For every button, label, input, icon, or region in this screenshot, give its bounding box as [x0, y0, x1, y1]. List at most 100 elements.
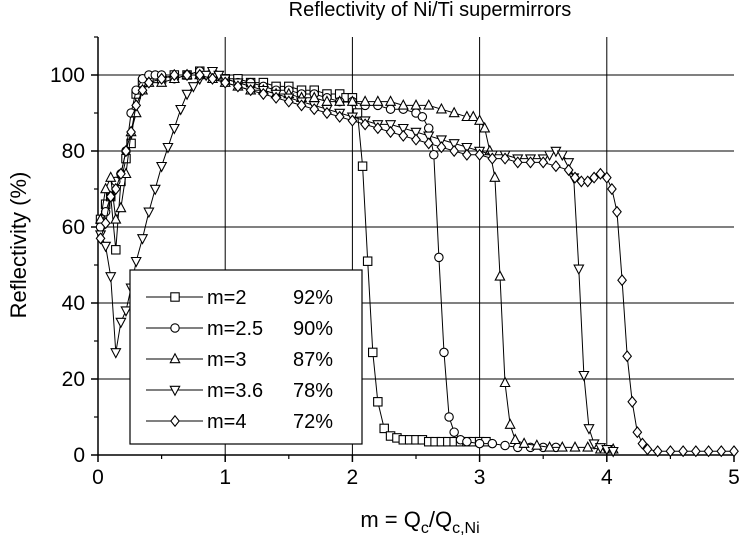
data-point-m=4: [500, 152, 510, 165]
data-point-m=4: [612, 205, 622, 218]
y-tick-label: 80: [62, 140, 85, 163]
data-point-m=4: [538, 156, 549, 169]
series-line-m=4: [100, 74, 734, 452]
data-point-m=2: [368, 347, 378, 358]
legend-box: [129, 269, 363, 445]
data-point-m=2: [379, 423, 389, 434]
data-point-m=4: [95, 232, 106, 245]
x-tick-label: 5: [728, 466, 740, 489]
data-point-m=4: [245, 84, 256, 97]
data-point-m=2: [357, 161, 368, 171]
data-point-m=2.5: [439, 347, 449, 358]
y-tick-label: 0: [73, 444, 85, 467]
data-point-m=3.6: [110, 348, 122, 359]
data-point-m=4: [398, 129, 409, 142]
data-point-m=3: [582, 441, 594, 452]
data-point-m=3.6: [155, 161, 168, 173]
data-point-m=4: [642, 443, 653, 456]
y-tick-label: 40: [62, 292, 85, 315]
data-point-m=2.5: [444, 412, 454, 422]
data-point-m=3.6: [543, 150, 556, 162]
data-point-m=4: [156, 72, 167, 85]
data-point-m=3: [105, 171, 117, 182]
chart-title: Reflectivity of Ni/Ti supermirrors: [289, 0, 572, 21]
data-point-m=4: [143, 76, 154, 89]
data-point-m=3.6: [136, 234, 149, 245]
legend-percent-m=3: 87%: [293, 349, 333, 371]
x-axis-title: m = Qc/Qc,Ni: [360, 507, 479, 537]
data-point-m=3: [346, 95, 359, 106]
data-point-m=3.6: [149, 184, 161, 196]
data-point-m=3.6: [607, 446, 619, 458]
legend-marker-m=4: [170, 414, 180, 428]
data-point-m=3: [543, 441, 556, 452]
data-point-m=4: [258, 87, 269, 101]
data-point-m=3: [504, 418, 516, 429]
data-point-m=4: [322, 106, 332, 120]
y-tick-label: 100: [50, 64, 85, 87]
data-point-m=4: [347, 114, 358, 127]
data-point-m=4: [296, 99, 307, 112]
series-layer: [94, 66, 739, 458]
data-point-m=4: [474, 148, 485, 161]
data-point-m=4: [589, 171, 599, 184]
data-point-m=4: [271, 91, 281, 104]
data-point-m=4: [169, 68, 180, 82]
data-point-m=4: [372, 122, 383, 135]
data-point-m=4: [627, 395, 638, 408]
data-point-m=4: [551, 160, 561, 173]
data-point-m=3.6: [120, 306, 132, 317]
data-point-m=4: [729, 445, 739, 458]
data-point-m=4: [570, 171, 580, 184]
legend-label-m=4: m=4: [207, 411, 246, 433]
data-point-m=4: [423, 137, 434, 150]
data-point-m=2.5: [487, 438, 498, 449]
data-point-m=3.6: [105, 272, 117, 283]
data-point-m=2.5: [462, 436, 472, 447]
data-point-m=2.5: [449, 427, 459, 437]
data-point-m=3: [423, 99, 435, 110]
data-point-m=4: [182, 68, 192, 82]
data-point-m=3.6: [181, 89, 193, 101]
data-point-m=2.5: [474, 438, 485, 449]
data-point-m=4: [334, 110, 345, 123]
data-point-m=3: [435, 102, 448, 114]
data-point-m=2: [362, 256, 373, 266]
data-point-m=4: [283, 95, 294, 108]
data-point-m=3.6: [435, 135, 448, 146]
data-point-m=3: [489, 171, 501, 182]
data-point-m=3: [100, 182, 112, 194]
data-point-m=4: [690, 445, 701, 458]
data-point-m=3: [473, 114, 486, 125]
data-point-m=4: [563, 163, 574, 177]
x-axis-title-mid: /Q: [429, 507, 452, 532]
legend-marker-m=3.6: [169, 385, 181, 397]
data-point-m=3: [556, 441, 568, 452]
data-point-m=4: [525, 156, 536, 169]
data-point-m=2: [373, 397, 383, 407]
data-point-m=4: [385, 125, 396, 139]
x-axis-title-base: m = Q: [360, 507, 421, 532]
x-tick-label: 4: [601, 466, 613, 489]
data-point-m=3.6: [423, 131, 435, 143]
data-point-m=4: [110, 182, 121, 196]
data-point-m=4: [512, 156, 523, 169]
data-point-m=3: [397, 99, 409, 110]
x-tick-label: 3: [474, 466, 486, 489]
data-point-m=3.6: [573, 264, 585, 276]
legend-label-m=3.6: m=3.6: [207, 380, 263, 402]
data-point-m=4: [360, 118, 371, 131]
data-point-m=3: [130, 106, 142, 118]
data-point-m=3: [569, 441, 581, 452]
data-point-m=3: [509, 433, 521, 445]
data-point-m=3: [110, 213, 122, 224]
legend-percent-m=4: 72%: [293, 411, 333, 433]
data-point-m=4: [576, 175, 587, 188]
legend-label-m=2.5: m=2.5: [207, 318, 263, 340]
data-point-m=3: [479, 121, 491, 133]
axes: 0 1 2 3 4 5 0 20 40 60 80 100: [50, 36, 740, 489]
data-point-m=2.5: [429, 150, 439, 160]
data-point-m=3: [115, 201, 127, 213]
y-tick-label: 20: [62, 368, 85, 391]
